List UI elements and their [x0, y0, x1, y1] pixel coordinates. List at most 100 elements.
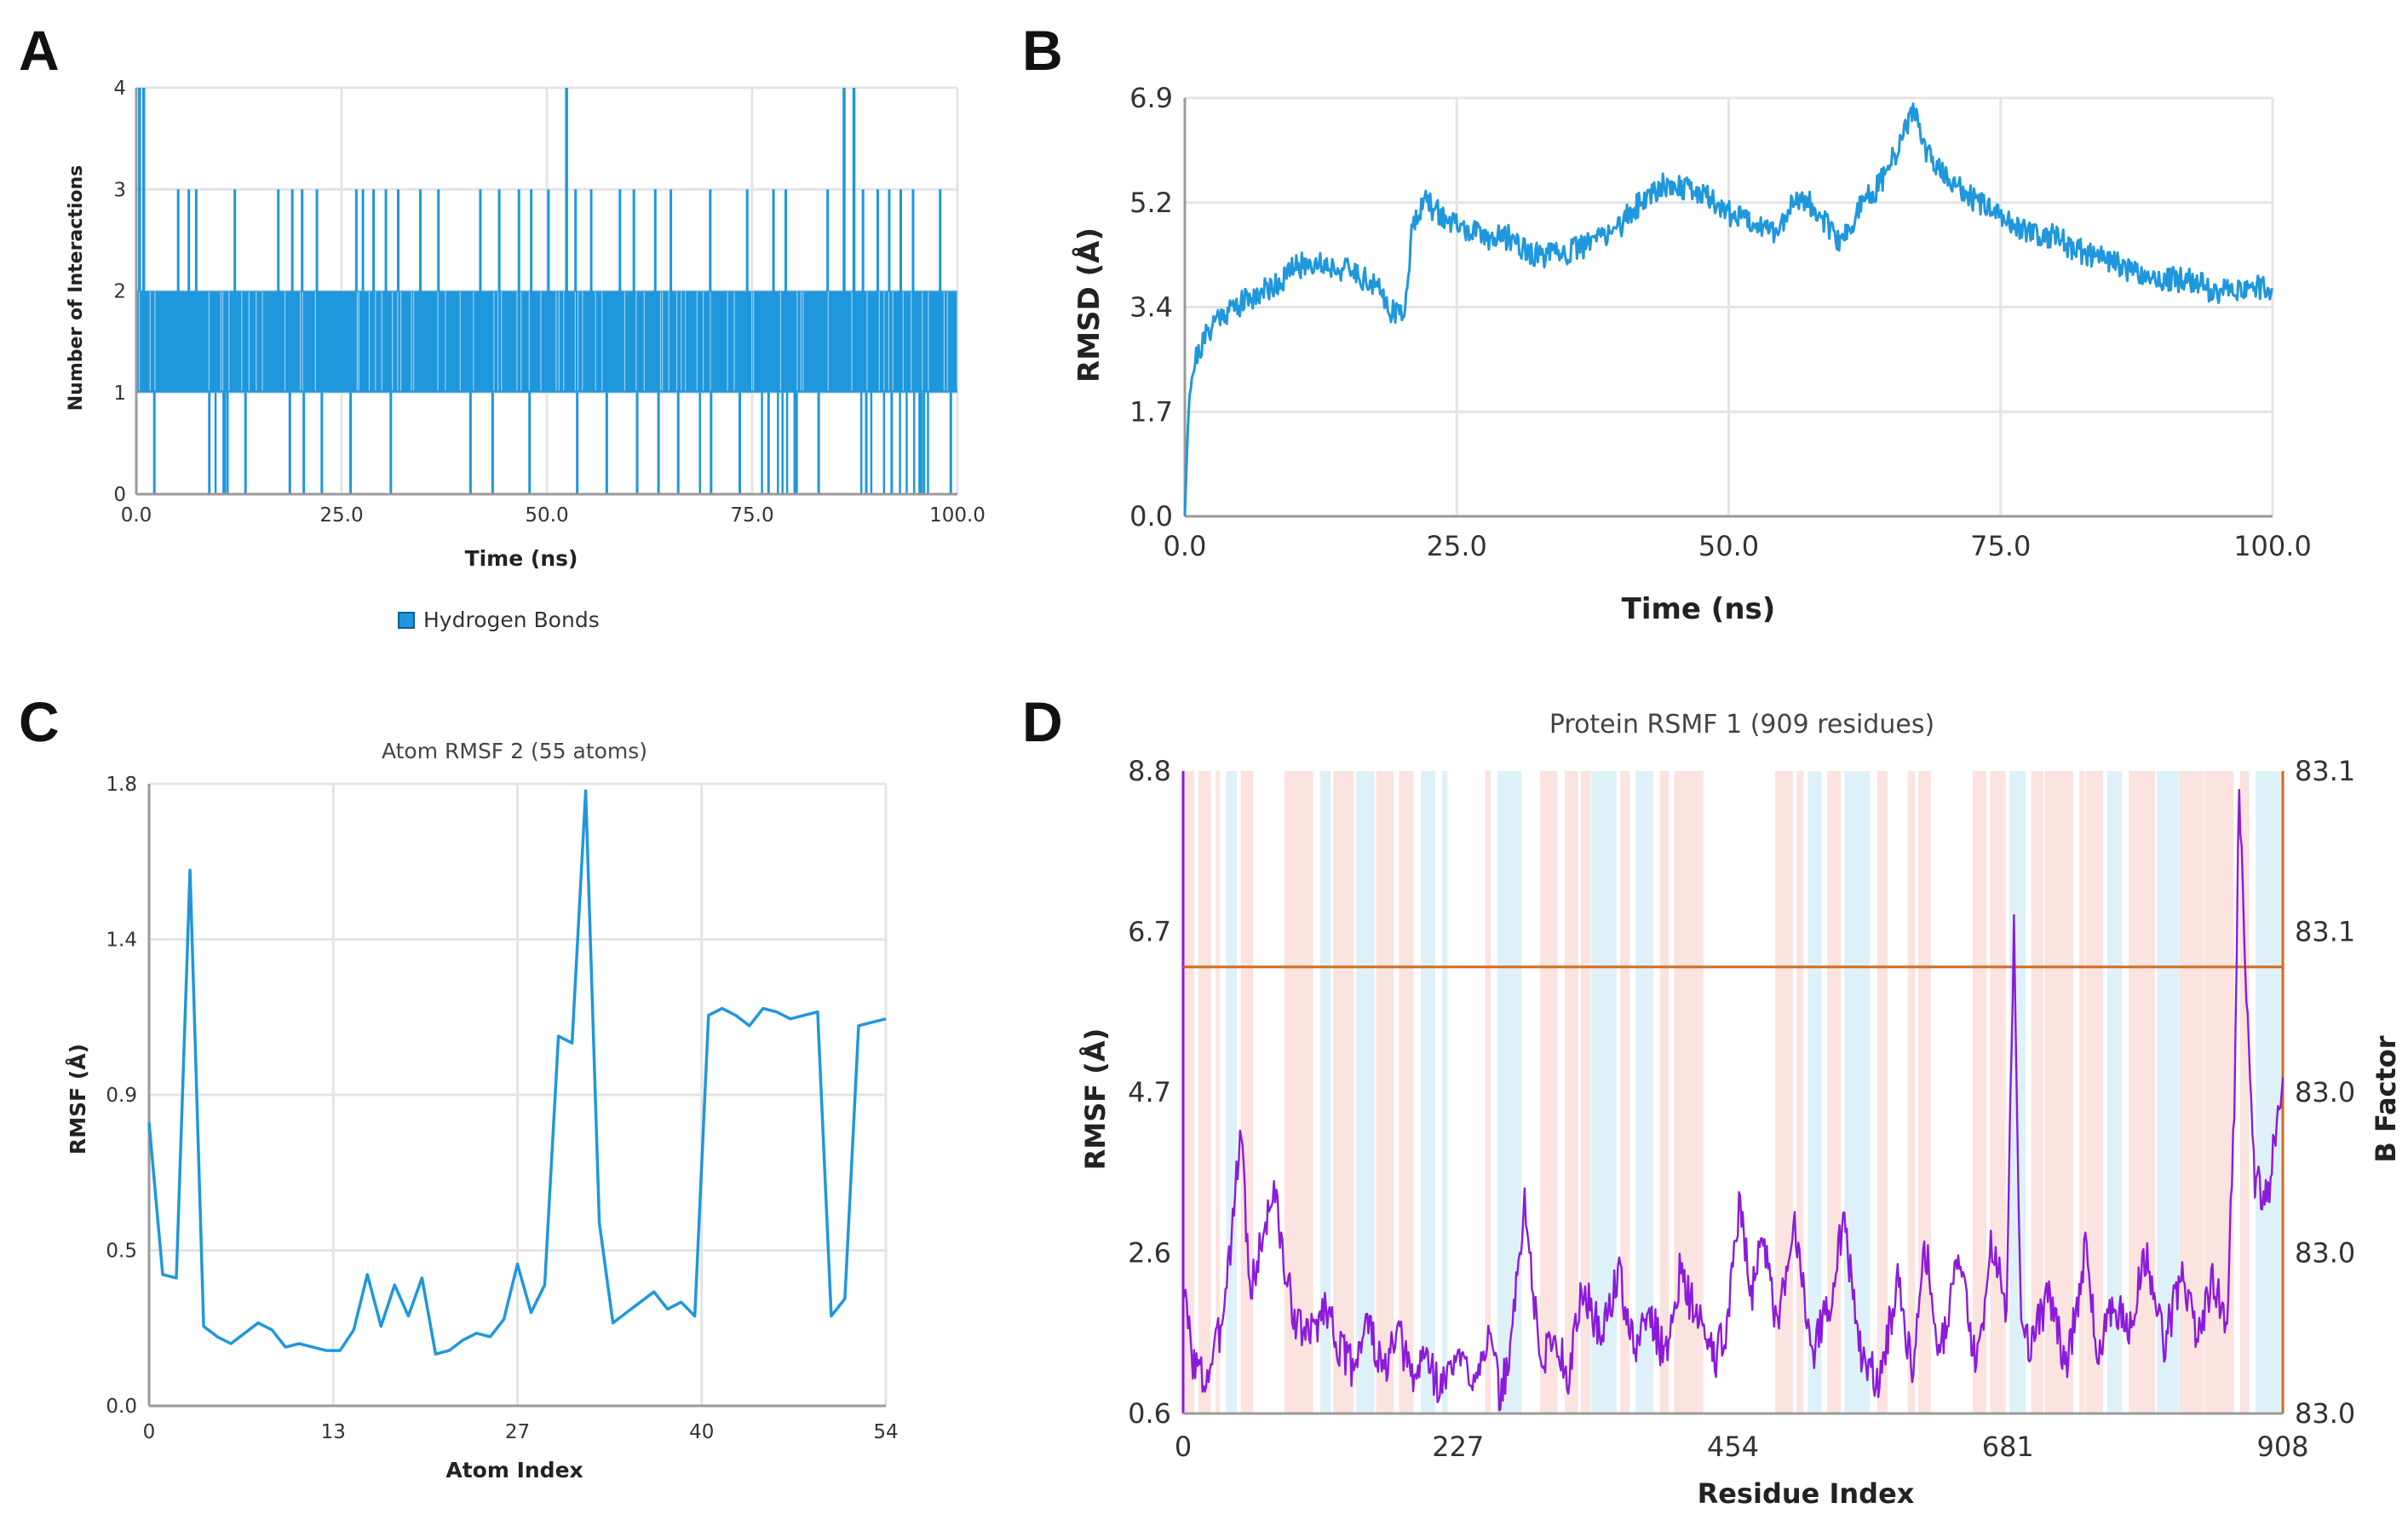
helix-band — [2129, 771, 2156, 1413]
panel-c-axes — [147, 784, 886, 1408]
panel-d-rmsf-line — [1181, 789, 2284, 1412]
panel-b-axes — [1183, 98, 2273, 518]
y-tick-label: 0.0 — [106, 1396, 137, 1418]
helix-band — [2044, 771, 2074, 1413]
helix-band — [2031, 771, 2043, 1413]
helix-band — [1540, 771, 1558, 1413]
x-tick-label: 75.0 — [1970, 530, 2031, 562]
panel-c-title: Atom RMSF 2 (55 atoms) — [382, 739, 647, 763]
panel-a-x-axis-label: Time (ns) — [465, 546, 578, 571]
panel-c-grid — [149, 782, 888, 1406]
y-tick-label-left: 2.6 — [1128, 1237, 1171, 1270]
hbond-band-1-2 — [136, 291, 957, 393]
panel-a-hbond-bars — [136, 88, 958, 496]
panel-d-y-ticks-right: 83.0 83.0 83.0 83.1 83.1 — [2295, 755, 2355, 1430]
y-tick-label: 1.8 — [106, 774, 137, 796]
strand-band — [2256, 771, 2281, 1413]
y-tick-label-left: 0.6 — [1128, 1397, 1171, 1430]
panel-d-y-axis-label: RMSF (Å) — [1079, 1028, 1112, 1171]
helix-band — [1376, 771, 1394, 1413]
helix-band — [1240, 771, 1254, 1413]
panel-a-axes — [135, 88, 957, 496]
strand-band — [1420, 771, 1435, 1413]
panel-c-y-ticks: 0.0 0.5 0.9 1.4 1.8 — [106, 774, 137, 1418]
y-tick-label: 1 — [113, 383, 126, 405]
x-tick-label: 681 — [1982, 1431, 2034, 1463]
helix-band — [1876, 771, 1888, 1413]
panel-d-x-ticks: 0 227 454 681 908 — [1175, 1431, 2309, 1463]
y-tick-label: 0.5 — [106, 1241, 137, 1263]
panel-a-legend[interactable]: Hydrogen Bonds — [398, 607, 600, 632]
helix-band — [1198, 771, 1211, 1413]
y-tick-label: 4 — [113, 78, 126, 100]
helix-band — [1485, 771, 1491, 1413]
helix-band — [1619, 771, 1630, 1413]
y-tick-label: 6.9 — [1129, 82, 1173, 114]
x-tick-label: 25.0 — [1427, 530, 1487, 562]
y-tick-label-right: 83.0 — [2295, 1397, 2355, 1430]
y-tick-label-left: 4.7 — [1128, 1076, 1171, 1108]
strand-band — [1356, 771, 1375, 1413]
panel-c-x-ticks: 0 13 27 40 54 — [143, 1421, 899, 1443]
panel-d: D Protein RSMF 1 (909 residues) 0.6 2.6 4.… — [1022, 690, 2402, 1510]
y-tick-label: 3.4 — [1129, 291, 1173, 324]
x-tick-label: 50.0 — [525, 504, 568, 527]
panel-a-y-ticks: 0 1 2 3 4 — [113, 78, 126, 506]
panel-c-x-axis-label: Atom Index — [445, 1458, 583, 1483]
panel-a-y-axis-label: Number of Interactions — [66, 165, 87, 411]
strand-band — [1319, 771, 1331, 1413]
x-tick-label: 100.0 — [2233, 530, 2312, 562]
helix-band — [2085, 771, 2103, 1413]
panel-c-y-axis-label: RMSF (Å) — [66, 1044, 90, 1154]
y-tick-label: 2 — [113, 281, 126, 303]
x-tick-label: 454 — [1707, 1431, 1759, 1463]
x-tick-label: 0.0 — [1164, 530, 1207, 562]
panel-b-x-ticks: 0.0 25.0 50.0 75.0 100.0 — [1164, 530, 2312, 562]
helix-band — [1990, 771, 2006, 1413]
x-tick-label: 0 — [1175, 1431, 1192, 1463]
helix-band — [1399, 771, 1414, 1413]
x-tick-label: 50.0 — [1698, 530, 1759, 562]
panel-a: A 0 1 2 3 4 0.0 25.0 50.0 75.0 100.0 Time (ns) N… — [19, 19, 986, 632]
x-tick-label: 908 — [2256, 1431, 2308, 1463]
x-tick-label: 40 — [689, 1421, 714, 1443]
panel-b-letter: B — [1022, 19, 1063, 82]
x-tick-label: 75.0 — [730, 504, 773, 527]
helix-band — [1659, 771, 1670, 1413]
panel-d-y-axis-label-right: B Factor — [2370, 1035, 2402, 1162]
legend-hydrogen-bonds: Hydrogen Bonds — [423, 607, 600, 632]
helix-band — [1972, 771, 1987, 1413]
strand-band — [1843, 771, 1871, 1413]
panel-d-x-axis-label: Residue Index — [1698, 1477, 1915, 1510]
atom-rmsf-line — [147, 789, 887, 1356]
helix-band — [1284, 771, 1313, 1413]
panel-a-x-ticks: 0.0 25.0 50.0 75.0 100.0 — [121, 504, 986, 527]
strand-band — [1226, 771, 1238, 1413]
helix-band — [2239, 771, 2250, 1413]
panel-c-rmsf-line — [147, 789, 887, 1356]
x-tick-label: 0.0 — [121, 504, 152, 527]
helix-band — [1333, 771, 1354, 1413]
y-tick-label: 0.9 — [106, 1085, 137, 1107]
y-tick-label-right: 83.1 — [2295, 755, 2355, 787]
panel-d-title: Protein RSMF 1 (909 residues) — [1549, 710, 1934, 740]
strand-band — [1497, 771, 1522, 1413]
panel-d-axes — [1181, 771, 2284, 1415]
helix-band — [1796, 771, 1804, 1413]
x-tick-label: 27 — [505, 1421, 530, 1443]
y-tick-label-left: 6.7 — [1128, 916, 1171, 948]
y-tick-label: 3 — [113, 179, 126, 201]
x-tick-label: 0 — [143, 1421, 156, 1443]
legend-swatch — [398, 612, 415, 629]
y-tick-label: 1.4 — [106, 930, 137, 952]
x-tick-label: 13 — [321, 1421, 346, 1443]
x-tick-label: 25.0 — [319, 504, 363, 527]
strand-band — [1807, 771, 1822, 1413]
panel-b-y-ticks: 0.0 1.7 3.4 5.2 6.9 — [1129, 82, 1173, 533]
y-tick-label: 0 — [113, 484, 126, 506]
residue-rmsf-line — [1181, 789, 2284, 1412]
helix-band — [1183, 771, 1194, 1413]
y-tick-label-right: 83.0 — [2295, 1076, 2355, 1108]
helix-band — [1564, 771, 1578, 1413]
y-tick-label: 1.7 — [1129, 395, 1173, 428]
